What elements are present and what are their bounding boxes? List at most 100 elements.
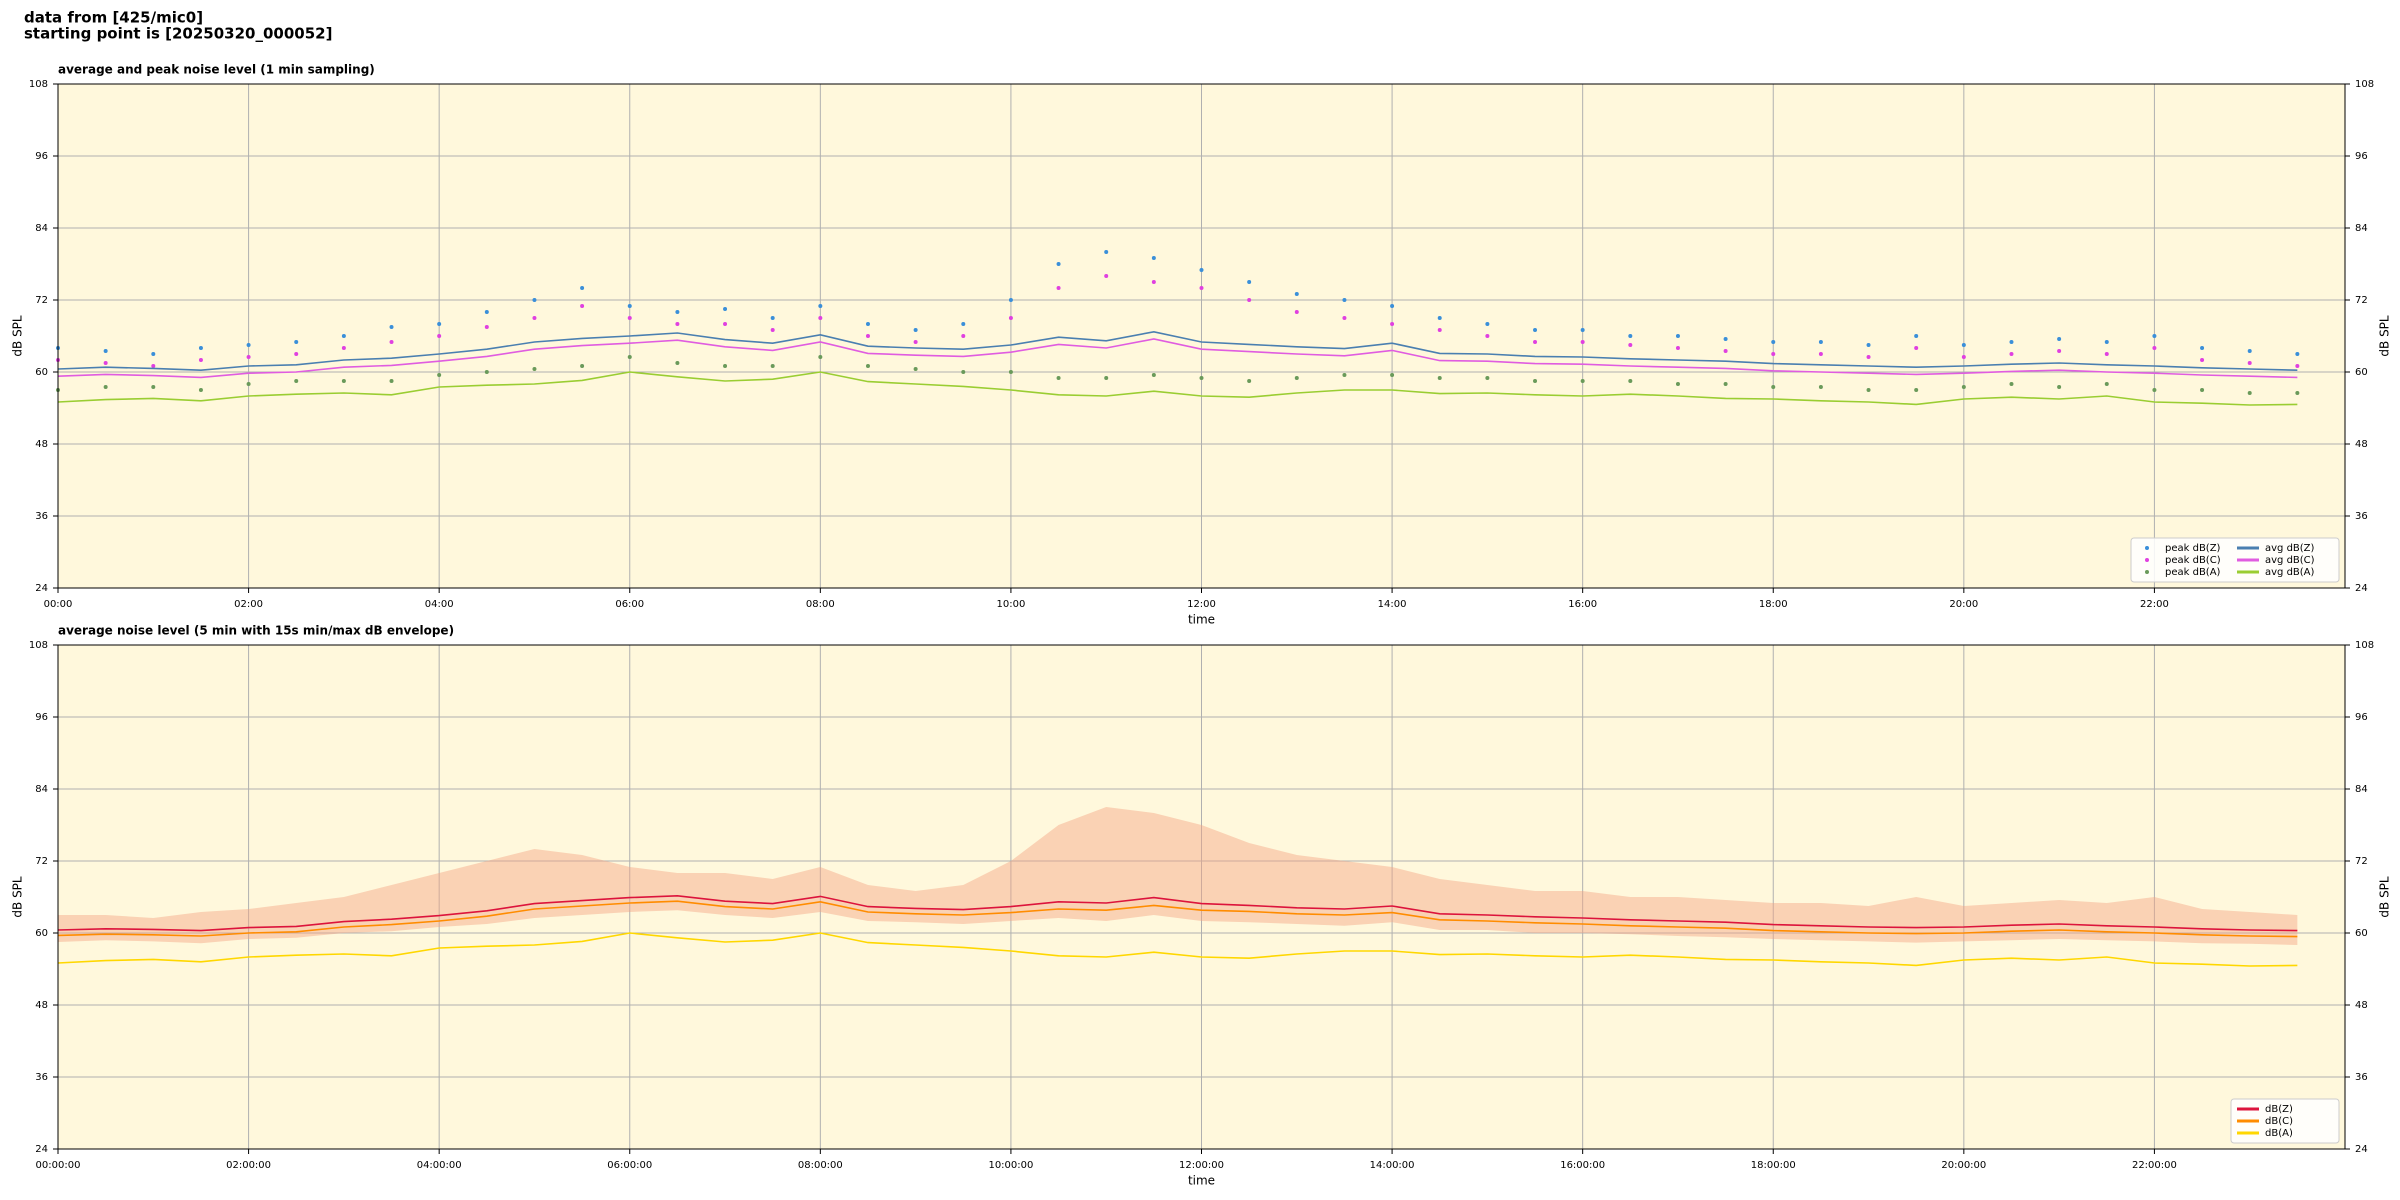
x-tick-label: 00:00:00 (36, 1160, 81, 1171)
peak-point (484, 370, 489, 374)
peak-point (1866, 355, 1871, 359)
peak-point (1104, 250, 1109, 254)
legend-label: dB(A) (2265, 1128, 2293, 1139)
y-tick-label: 24 (35, 583, 48, 594)
peak-point (1437, 328, 1442, 332)
x-tick-label: 22:00:00 (2132, 1160, 2177, 1171)
y-tick-label: 48 (35, 1000, 48, 1011)
peak-point (1533, 379, 1538, 383)
peak-point (2057, 385, 2062, 389)
peak-point (2247, 349, 2252, 353)
x-tick-label: 04:00:00 (417, 1160, 462, 1171)
peak-point (1580, 379, 1585, 383)
peak-point (532, 367, 537, 371)
peak-point (1818, 352, 1823, 356)
peak-point (1437, 376, 1442, 380)
peak-point (1914, 346, 1919, 350)
peak-point (2104, 340, 2109, 344)
y2-tick-label: 24 (2355, 583, 2368, 594)
peak-point (1818, 385, 1823, 389)
peak-point (1342, 316, 1347, 320)
peak-point (1390, 304, 1395, 308)
y-tick-label: 72 (35, 856, 48, 867)
peak-point (2152, 334, 2157, 338)
x-tick-label: 18:00:00 (1751, 1160, 1796, 1171)
peak-point (818, 304, 823, 308)
peak-point (1008, 316, 1013, 320)
x-tick-label: 12:00:00 (1179, 1160, 1224, 1171)
peak-point (341, 379, 346, 383)
peak-point (1008, 298, 1013, 302)
series-line (57, 932, 2298, 967)
peak-point (913, 328, 918, 332)
peak-point (961, 370, 966, 374)
peak-point (1961, 343, 1966, 347)
peak-point (1675, 382, 1680, 386)
peak-point (1771, 385, 1776, 389)
x-tick-label: 02:00 (234, 599, 263, 610)
y-tick-label: 60 (35, 928, 48, 939)
peak-point (198, 358, 203, 362)
x-tick-label: 14:00 (1378, 599, 1407, 610)
peak-point (246, 355, 251, 359)
x-axis-label: time (1188, 613, 1215, 627)
peak-point (437, 373, 442, 377)
peak-point (1675, 346, 1680, 350)
peak-point (341, 334, 346, 338)
y-tick-label: 60 (35, 367, 48, 378)
legend-marker (2145, 570, 2149, 574)
y2-tick-label: 96 (2355, 712, 2368, 723)
y-tick-label: 48 (35, 439, 48, 450)
peak-point (1151, 373, 1156, 377)
y2-tick-label: 108 (2355, 79, 2374, 90)
peak-point (1771, 352, 1776, 356)
legend-marker (2145, 546, 2149, 550)
peak-point (723, 322, 728, 326)
peak-point (1104, 376, 1109, 380)
legend-label: avg dB(C) (2265, 555, 2315, 566)
peak-point (2247, 361, 2252, 365)
peak-point (2200, 358, 2205, 362)
peak-point (723, 364, 728, 368)
y-tick-label: 36 (35, 511, 48, 522)
peak-point (2009, 382, 2014, 386)
y-tick-label: 96 (35, 712, 48, 723)
legend-label: peak dB(Z) (2165, 543, 2221, 554)
y2-tick-label: 48 (2355, 1000, 2368, 1011)
envelope-area (58, 807, 2298, 945)
peak-point (1961, 385, 1966, 389)
chart-title: average noise level (5 min with 15s min/… (58, 624, 454, 638)
y-tick-label: 96 (35, 151, 48, 162)
peak-point (198, 346, 203, 350)
x-tick-label: 16:00:00 (1560, 1160, 1605, 1171)
header-start: starting point is [20250320_000052] (24, 25, 332, 43)
peak-point (437, 322, 442, 326)
y-tick-label: 24 (35, 1144, 48, 1155)
peak-point (389, 379, 394, 383)
peak-point (1247, 298, 1252, 302)
peak-point (627, 355, 632, 359)
peak-point (2104, 352, 2109, 356)
y-tick-label: 108 (29, 640, 48, 651)
peak-point (770, 364, 775, 368)
peak-point (103, 385, 108, 389)
peak-point (580, 286, 585, 290)
peak-point (865, 322, 870, 326)
peak-point (675, 310, 680, 314)
peak-point (2057, 337, 2062, 341)
peak-point (2009, 352, 2014, 356)
peak-point (1056, 376, 1061, 380)
legend-label: peak dB(A) (2165, 567, 2221, 578)
peak-point (2200, 346, 2205, 350)
peak-point (1294, 292, 1299, 296)
peak-point (1866, 343, 1871, 347)
peak-point (1485, 322, 1490, 326)
peak-point (1199, 286, 1204, 290)
peak-point (294, 340, 299, 344)
peak-point (246, 343, 251, 347)
legend-label: avg dB(A) (2265, 567, 2315, 578)
x-tick-label: 08:00:00 (798, 1160, 843, 1171)
series-line (57, 371, 2298, 406)
peak-point (389, 325, 394, 329)
